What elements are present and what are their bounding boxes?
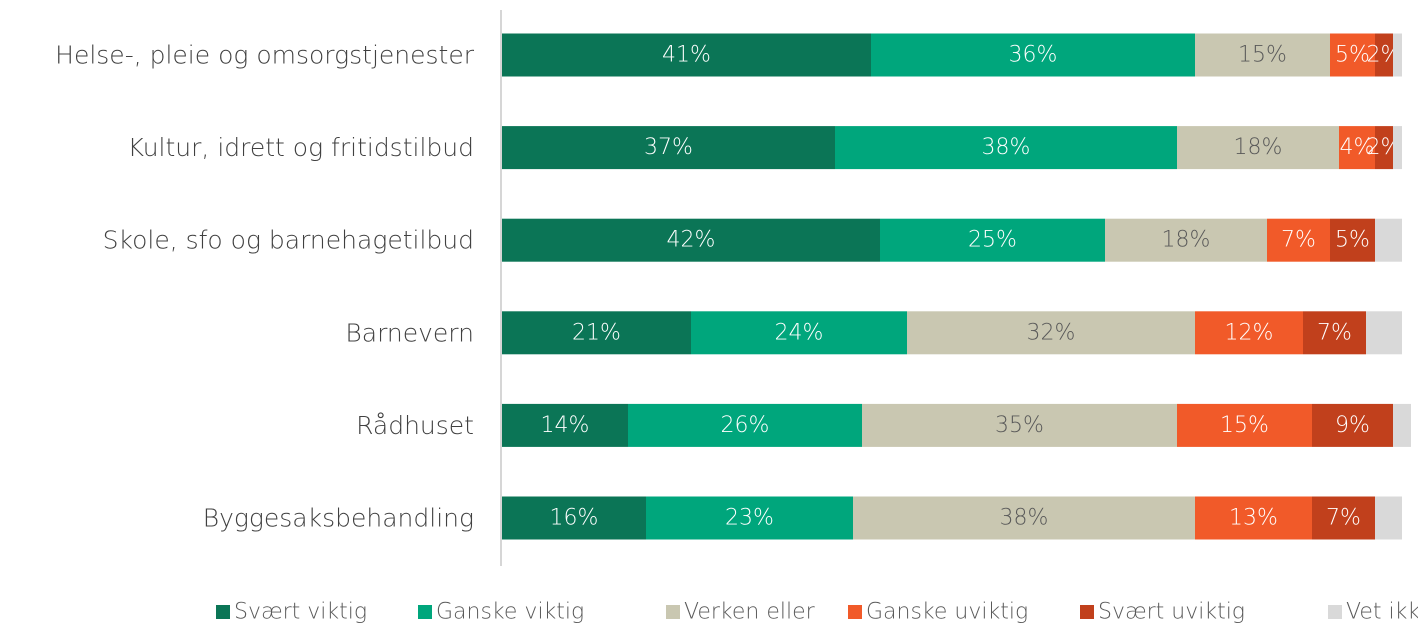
data-label: 16% [550,506,599,531]
bar-segment [502,403,628,447]
y-tick-label: Byggesaksbehandling [203,504,474,533]
bar-segment [502,126,835,170]
bar-segment [628,403,862,447]
legend-label: Svært viktig [234,600,367,625]
bar-segment [1177,403,1312,447]
y-tick-label: Skole, sfo og barnehagetilbud [103,226,474,255]
legend-label: Ganske viktig [436,600,584,625]
legend-swatch [666,605,680,619]
data-label: 42% [667,228,716,253]
data-label: 25% [968,228,1017,253]
bar-segment [1393,33,1402,77]
data-label: 13% [1229,506,1278,531]
y-tick-label: Barnevern [345,318,474,347]
data-label: 5% [1335,228,1370,253]
bar-segment [1312,403,1393,447]
bar-segment [1267,218,1330,262]
y-tick-label: Helse-, pleie og omsorgstjenester [55,41,475,70]
bar-segment [502,496,646,540]
bar-segment [1339,126,1375,170]
bar-segment [1393,403,1411,447]
bar-segment [1330,218,1375,262]
data-label: 18% [1162,228,1211,253]
bar-segment [853,496,1195,540]
data-label: 18% [1234,135,1283,160]
bar-segment [1375,33,1393,77]
legend-swatch [1328,605,1342,619]
y-tick-label: Kultur, idrett og fritidstilbud [128,133,474,162]
bar-segment [1375,218,1402,262]
y-tick-label: Rådhuset [356,411,474,440]
data-label: 32% [1027,320,1076,345]
bar-segment [1312,496,1375,540]
legend-swatch [418,605,432,619]
bar-segment [1195,311,1303,355]
data-label: 35% [995,413,1044,438]
bar-segment [835,126,1177,170]
legend-swatch [216,605,230,619]
legend-label: Svært uviktig [1098,600,1245,625]
data-label: 14% [541,413,590,438]
data-label: 7% [1326,506,1361,531]
data-label: 38% [1000,506,1049,531]
bar-segment [502,33,871,77]
legend-swatch [848,605,862,619]
data-label: 7% [1317,320,1352,345]
data-label: 21% [572,320,621,345]
legend-label: Ganske uviktig [866,600,1028,625]
data-label: 24% [775,320,824,345]
data-label: 15% [1238,43,1287,68]
bar-segment [502,311,691,355]
bar-segment [1303,311,1366,355]
bar-segment [502,218,880,262]
data-label: 41% [662,43,711,68]
legend-label: Vet ikke [1346,600,1418,625]
data-label: 37% [644,135,693,160]
data-label: 7% [1281,228,1316,253]
data-label: 12% [1225,320,1274,345]
bar-segment [1366,311,1402,355]
bar-segment [646,496,853,540]
data-label: 9% [1335,413,1370,438]
bar-segment [1195,33,1330,77]
bar-segment [1375,496,1402,540]
legend-label: Verken eller [684,600,816,625]
bar-segment [691,311,907,355]
bar-segment [1330,33,1375,77]
data-label: 15% [1220,413,1269,438]
bar-segment [1393,126,1402,170]
bar-segment [1195,496,1312,540]
data-label: 36% [1009,43,1058,68]
legend-swatch [1080,605,1094,619]
data-label: 26% [721,413,770,438]
data-label: 23% [725,506,774,531]
bar-segment [862,403,1177,447]
data-label: 5% [1335,43,1370,68]
bar-segment [1177,126,1339,170]
bar-segment [907,311,1195,355]
data-label: 38% [982,135,1031,160]
data-label: 4% [1340,135,1375,160]
bar-segment [1375,126,1393,170]
bar-segment [880,218,1105,262]
bar-segment [871,33,1195,77]
bar-segment [1105,218,1267,262]
